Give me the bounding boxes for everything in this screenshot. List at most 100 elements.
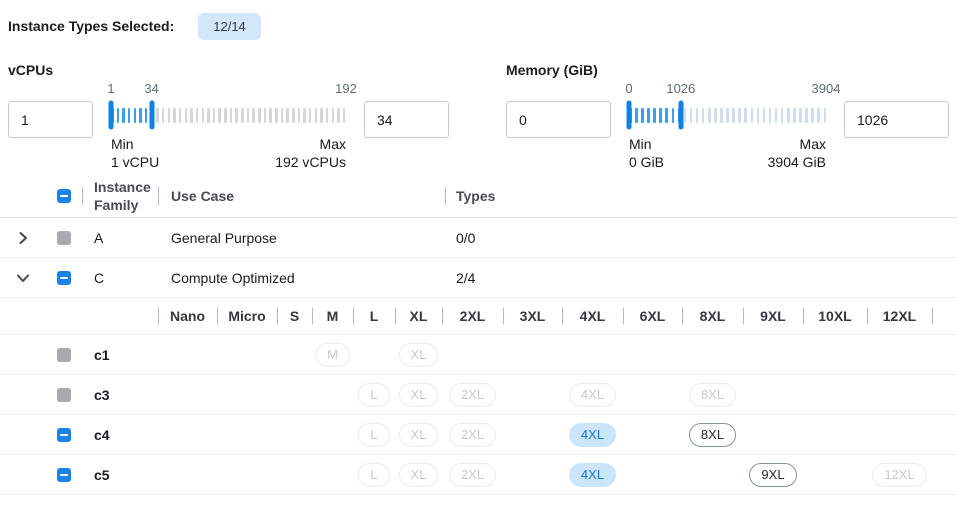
size-cell-12XL bbox=[867, 375, 932, 414]
size-pill-c5-XL: XL bbox=[398, 462, 439, 487]
selection-summary: Instance Types Selected: 12/14 bbox=[8, 11, 957, 41]
size-column-header-Nano: Nano bbox=[158, 298, 217, 334]
table-body: A General Purpose 0/0 C Compute Optimized 2/… bbox=[0, 218, 957, 495]
size-cell-XL: XL bbox=[395, 455, 442, 494]
filter-label: vCPUs bbox=[8, 62, 54, 78]
size-pill-c4-2XL: 2XL bbox=[448, 422, 497, 447]
size-cell-Micro bbox=[217, 415, 277, 454]
column-header-instance-family: Instance Family bbox=[82, 178, 158, 214]
size-pill-c1-M: M bbox=[315, 342, 350, 367]
size-cell-12XL: 12XL bbox=[867, 455, 932, 494]
slider-scale: 1 34 192 bbox=[107, 81, 356, 97]
vcpus-slider-track[interactable] bbox=[108, 97, 346, 133]
size-cell-10XL bbox=[803, 415, 867, 454]
size-cell-3XL bbox=[503, 415, 562, 454]
size-row-c1: c1 M XL bbox=[0, 335, 957, 375]
select-all-cell bbox=[46, 188, 82, 203]
size-row-checkbox-c4[interactable] bbox=[57, 427, 71, 442]
size-cell-8XL: 8XL bbox=[682, 375, 743, 414]
expand-cell bbox=[0, 270, 46, 286]
family-row-C: C Compute Optimized 2/4 bbox=[0, 258, 957, 298]
size-cell-2XL: 2XL bbox=[442, 375, 503, 414]
size-cell-8XL bbox=[682, 335, 743, 374]
size-cell-4XL: 4XL bbox=[562, 415, 623, 454]
checkbox-cell bbox=[46, 230, 82, 245]
size-cell-9XL bbox=[743, 415, 803, 454]
size-cell-2XL bbox=[442, 335, 503, 374]
family-checkbox-C[interactable] bbox=[57, 270, 71, 285]
size-cell-M bbox=[312, 375, 353, 414]
memory-min-input[interactable] bbox=[506, 101, 611, 138]
memory-slider-handle-max[interactable] bbox=[678, 100, 684, 130]
size-cell-9XL bbox=[743, 335, 803, 374]
size-pill-c4-8XL[interactable]: 8XL bbox=[688, 422, 737, 447]
memory-scale-label: 1026 bbox=[666, 81, 696, 96]
select-all-checkbox[interactable] bbox=[57, 188, 71, 203]
memory-slider-handle-min[interactable] bbox=[626, 100, 632, 130]
size-column-header-Micro: Micro bbox=[217, 298, 277, 334]
vcpus-slider-handle-max[interactable] bbox=[149, 100, 155, 130]
size-pill-c5-4XL[interactable]: 4XL bbox=[568, 462, 617, 487]
size-cell-Nano bbox=[158, 455, 217, 494]
size-row-c4: c4 L XL 2XL 4XL 8XL bbox=[0, 415, 957, 455]
size-cell-S bbox=[277, 335, 312, 374]
size-cell-M: M bbox=[312, 335, 353, 374]
vcpus-slider-handle-min[interactable] bbox=[108, 100, 114, 130]
size-cell-Micro bbox=[217, 335, 277, 374]
family-name: C bbox=[94, 269, 105, 286]
size-pill-c3-4XL: 4XL bbox=[568, 382, 617, 407]
size-pill-c4-4XL[interactable]: 4XL bbox=[568, 422, 617, 447]
size-cell-10XL bbox=[803, 335, 867, 374]
size-cell-3XL bbox=[503, 455, 562, 494]
size-column-header-XL: XL bbox=[395, 298, 442, 334]
size-cell-10XL bbox=[803, 455, 867, 494]
size-header-row: Nano Micro S M L XL 2XL 3XL 4XL 6XL 8XL 9XL 10XL 12XL bbox=[0, 298, 957, 335]
size-column-header-L: L bbox=[353, 298, 395, 334]
slider-scale: 0 1026 3904 bbox=[625, 81, 840, 97]
checkbox-cell bbox=[46, 347, 82, 362]
size-cell-8XL: 8XL bbox=[682, 415, 743, 454]
vcpus-min-input[interactable] bbox=[8, 101, 93, 138]
size-row-c5: c5 L XL 2XL 4XL 9XL 12XL bbox=[0, 455, 957, 495]
slider-min-sub: 1 vCPU bbox=[111, 154, 160, 170]
size-cell-4XL: 4XL bbox=[562, 375, 623, 414]
size-row-checkbox-c1 bbox=[57, 347, 71, 362]
memory-max-input[interactable] bbox=[844, 101, 949, 138]
size-cell-9XL: 9XL bbox=[743, 455, 803, 494]
size-cell-4XL: 4XL bbox=[562, 455, 623, 494]
use-case: General Purpose bbox=[171, 229, 277, 246]
checkbox-cell bbox=[46, 387, 82, 402]
types-count: 0/0 bbox=[456, 229, 476, 246]
size-cell-S bbox=[277, 375, 312, 414]
table-header-row: Instance Family Use Case Types bbox=[0, 174, 957, 218]
instance-types-table: Instance Family Use Case Types A General … bbox=[0, 174, 957, 495]
memory-scale-label: 0 bbox=[625, 81, 633, 96]
size-cell-6XL bbox=[623, 335, 682, 374]
types-count: 2/4 bbox=[456, 269, 476, 286]
expand-cell bbox=[0, 230, 46, 246]
size-pill-c3-XL: XL bbox=[398, 382, 439, 407]
size-cell-L: L bbox=[353, 375, 395, 414]
size-header-tail bbox=[932, 298, 957, 334]
size-pill-c5-9XL[interactable]: 9XL bbox=[749, 462, 797, 487]
filter-vcpus: vCPUs 1 34 192 Min 1 vCPU Max 192 vCPUs bbox=[8, 62, 451, 171]
family-name: A bbox=[94, 229, 104, 246]
size-cell-2XL: 2XL bbox=[442, 415, 503, 454]
vcpus-max-input[interactable] bbox=[364, 101, 449, 138]
size-cell-S bbox=[277, 455, 312, 494]
size-pill-c5-L: L bbox=[358, 462, 390, 487]
size-column-header-8XL: 8XL bbox=[682, 298, 743, 334]
vcpus-scale-label: 34 bbox=[144, 81, 159, 96]
size-cell-L: L bbox=[353, 455, 395, 494]
size-pill-c4-L: L bbox=[358, 422, 390, 447]
filter-memory: Memory (GiB) 0 1026 3904 Min 0 GiB Max 390… bbox=[506, 62, 949, 171]
size-pill-c3-2XL: 2XL bbox=[448, 382, 497, 407]
memory-scale-label: 3904 bbox=[811, 81, 841, 96]
chevron-right-icon[interactable] bbox=[15, 230, 31, 246]
memory-slider-track[interactable] bbox=[626, 97, 826, 133]
size-row-name: c1 bbox=[94, 346, 110, 363]
size-row-name: c3 bbox=[94, 386, 110, 403]
chevron-down-icon[interactable] bbox=[15, 270, 31, 286]
size-row-checkbox-c5[interactable] bbox=[57, 467, 71, 482]
size-cell-8XL bbox=[682, 455, 743, 494]
